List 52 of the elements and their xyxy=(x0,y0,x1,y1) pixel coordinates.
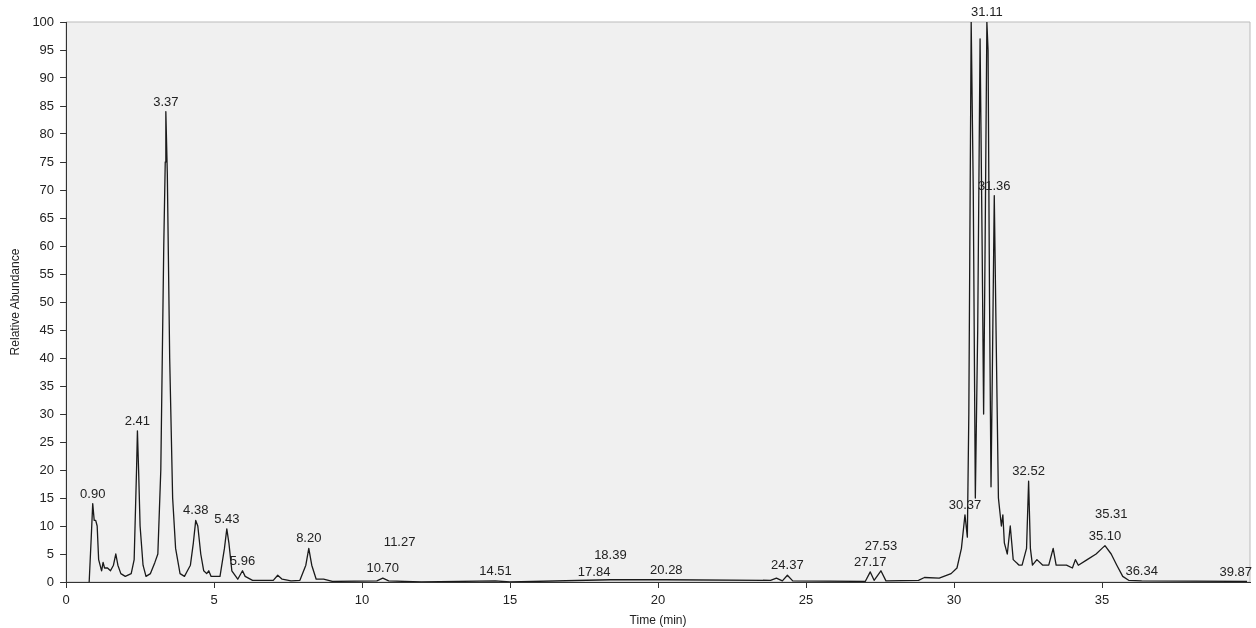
annotation: 10.70 xyxy=(366,560,400,576)
y-tick-label: 35 xyxy=(39,377,55,393)
y-tick-label: 60 xyxy=(39,237,55,253)
y-tick-label: 30 xyxy=(39,405,55,421)
y-tick-label: 65 xyxy=(39,209,55,225)
y-tick-label: 15 xyxy=(39,489,55,505)
annotation: 35.31 xyxy=(1094,506,1128,522)
x-tick-label: 30 xyxy=(946,592,962,608)
x-tick-label: 5 xyxy=(210,592,218,608)
x-tick-label: 20 xyxy=(650,592,666,608)
y-tick-label: 55 xyxy=(39,265,55,281)
x-tick-label: 10 xyxy=(354,592,370,608)
y-tick-label: 80 xyxy=(39,125,55,141)
x-tick-label: 0 xyxy=(62,592,70,608)
y-tick-label: 85 xyxy=(39,97,55,113)
annotation: 2.41 xyxy=(124,412,151,428)
annotation: 32.52 xyxy=(1012,463,1045,479)
annotation: 0.90 xyxy=(80,485,106,501)
annotation: 36.34 xyxy=(1125,562,1158,578)
annotation: 18.39 xyxy=(594,546,627,562)
annotation: 17.84 xyxy=(577,564,611,580)
annotation: 31.11 xyxy=(971,4,1003,20)
y-axis-title: Relative Abundance xyxy=(7,248,22,356)
y-tick-label: 10 xyxy=(39,517,55,533)
y-tick-label: 70 xyxy=(39,181,55,197)
annotation: 20.28 xyxy=(650,561,683,577)
annotation: 5.43 xyxy=(214,510,240,526)
x-axis-title: Time (min) xyxy=(629,613,687,628)
annotation: 24.37 xyxy=(771,557,804,573)
y-tick-label: 5 xyxy=(46,545,55,561)
y-tick-label: 0 xyxy=(46,573,55,589)
y-tick-label: 25 xyxy=(39,433,55,449)
y-tick-label: 95 xyxy=(39,41,55,57)
annotation: 11.27 xyxy=(383,534,416,550)
y-tick-label: 75 xyxy=(39,153,55,169)
y-tick-label: 100 xyxy=(32,13,55,29)
annotation: 8.20 xyxy=(296,530,322,546)
annotation: 39.87 xyxy=(1219,564,1253,580)
x-tick-label: 15 xyxy=(502,592,518,608)
annotation: 14.51 xyxy=(479,562,512,578)
annotation: 3.37 xyxy=(153,93,179,109)
x-tick-label: 35 xyxy=(1094,592,1110,608)
annotation: 27.53 xyxy=(864,537,898,553)
x-tick-label: 25 xyxy=(798,592,814,608)
annotation: 4.38 xyxy=(183,502,209,518)
annotation: 27.17 xyxy=(853,554,887,569)
annotation: 35.10 xyxy=(1088,527,1122,543)
y-tick-label: 45 xyxy=(39,321,55,337)
y-tick-label: 40 xyxy=(39,349,55,365)
y-tick-label: 20 xyxy=(39,461,55,477)
y-tick-label: 50 xyxy=(39,293,55,309)
y-tick-label: 90 xyxy=(39,69,55,85)
